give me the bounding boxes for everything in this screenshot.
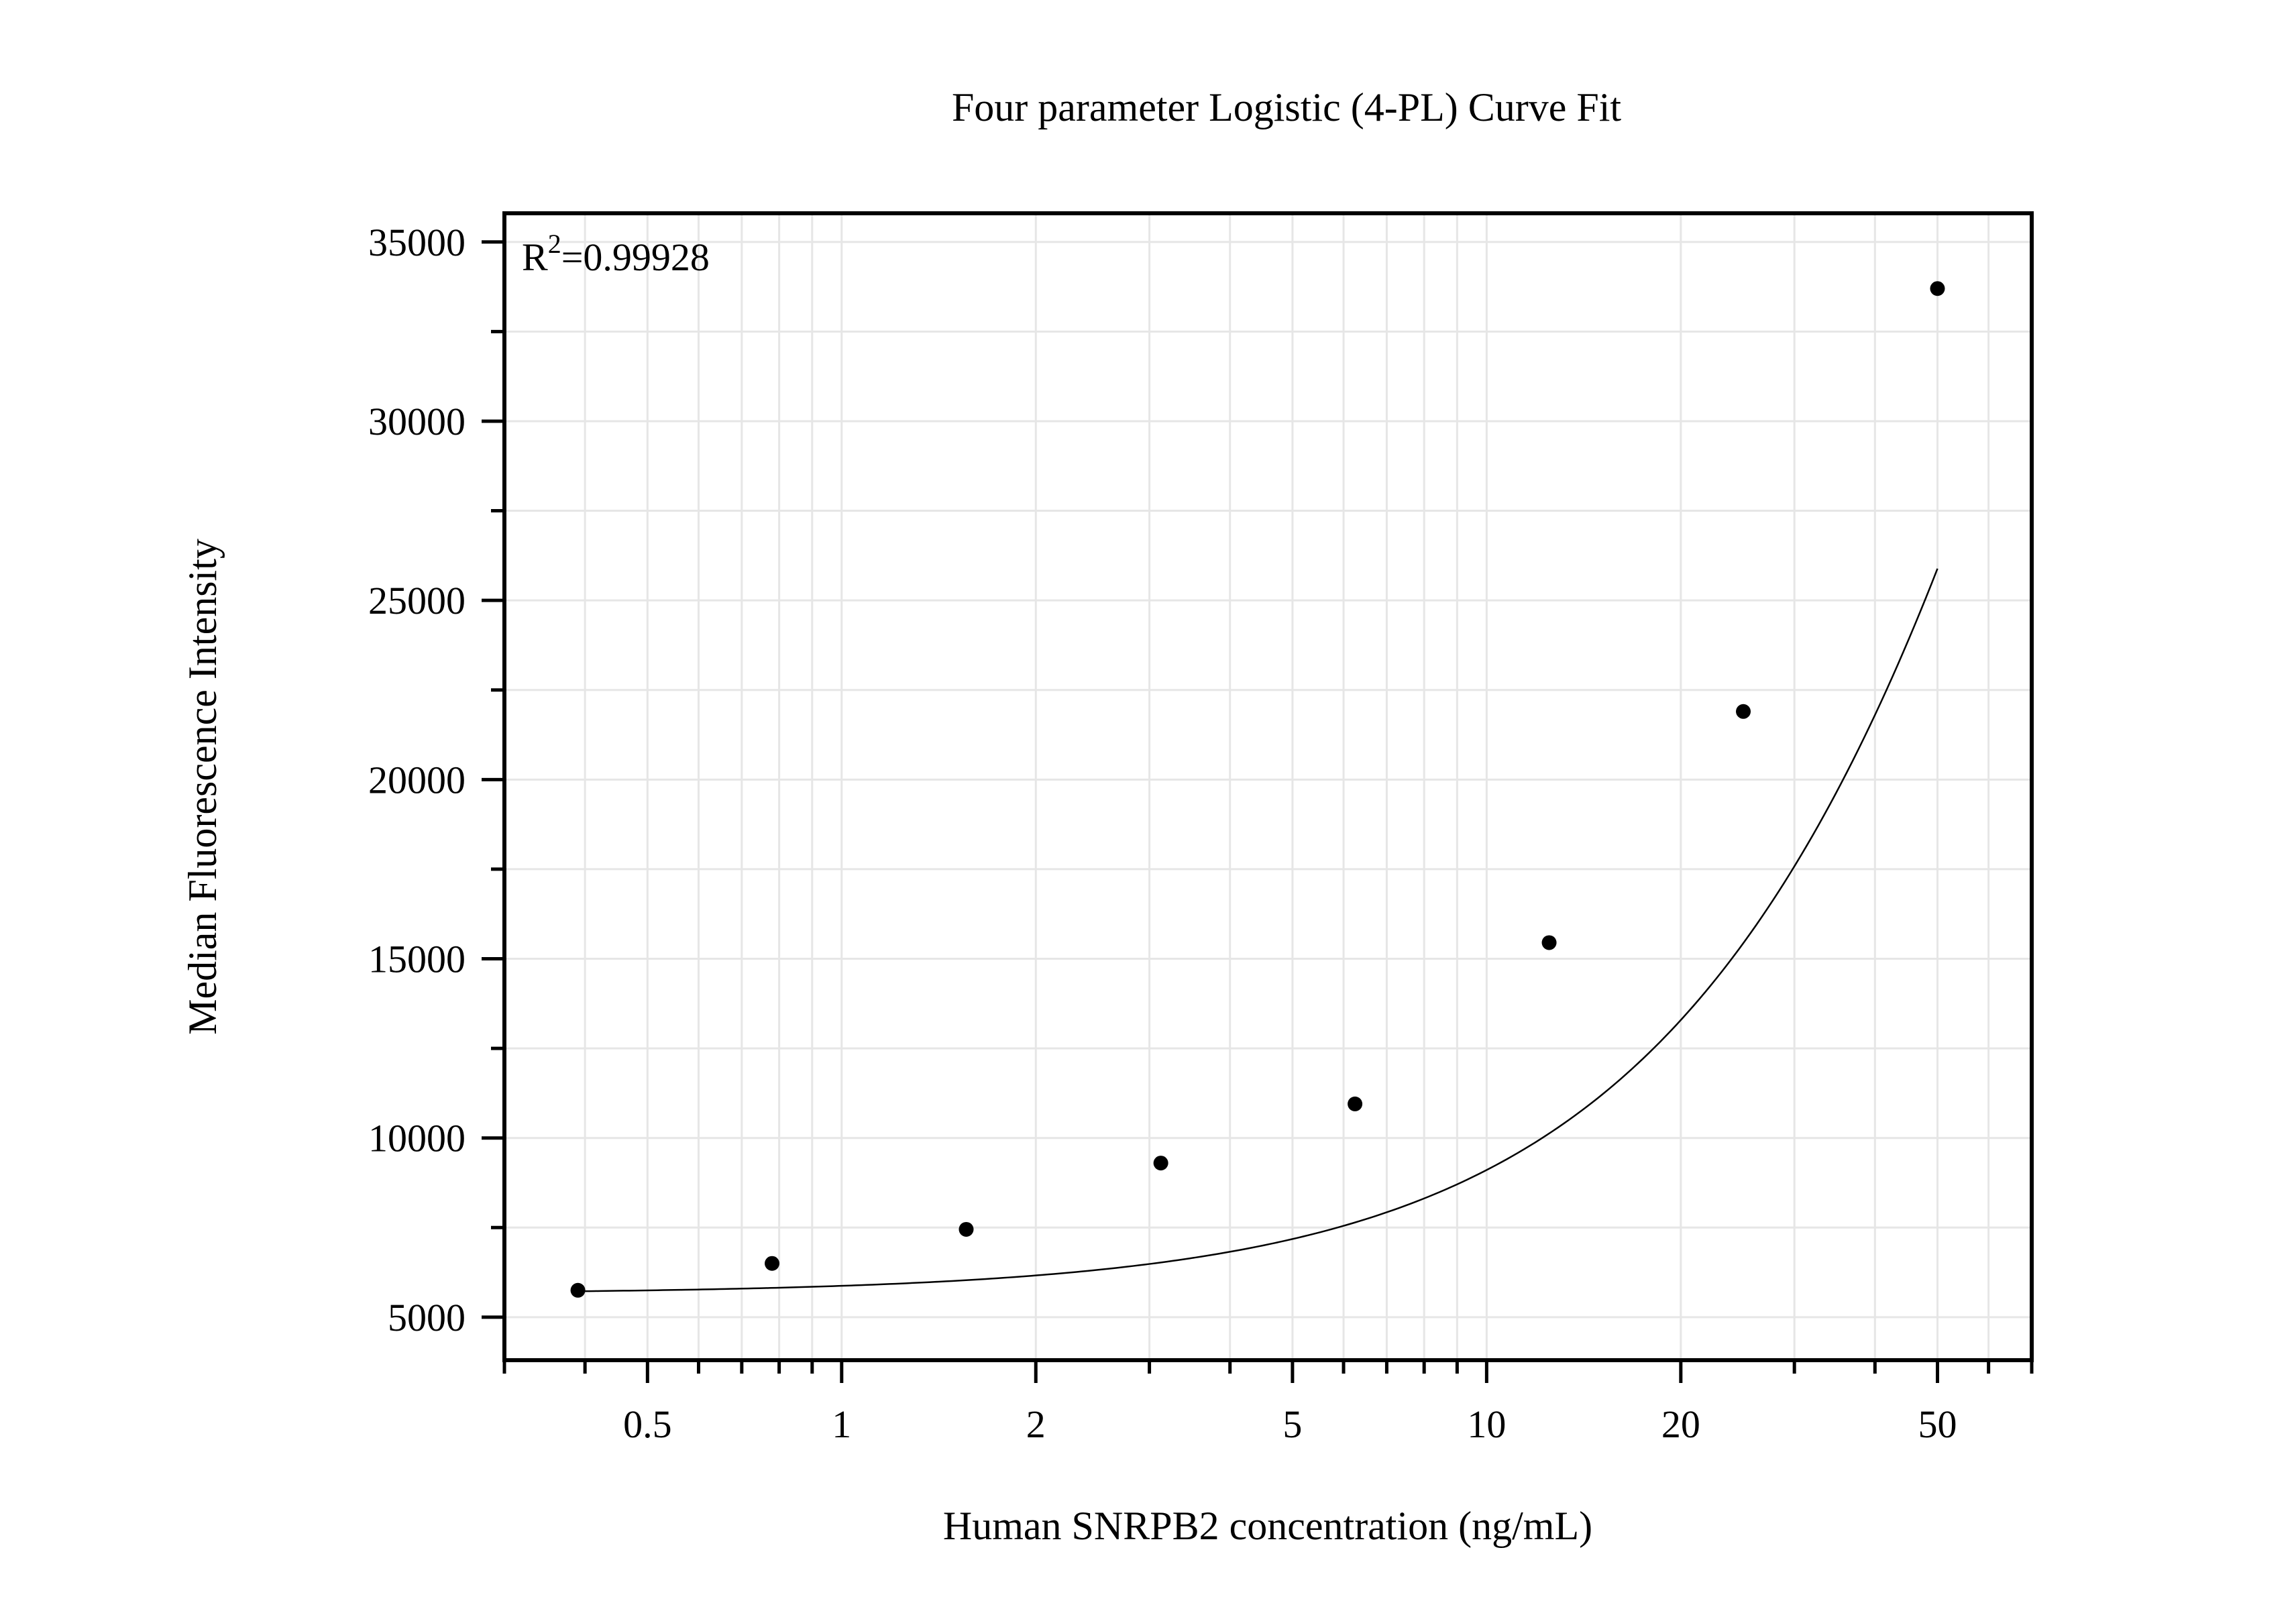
y-tick-label: 15000	[368, 938, 466, 981]
y-tick-label: 30000	[368, 400, 466, 443]
fit-curve	[578, 568, 1938, 1292]
data-point	[570, 1282, 586, 1298]
r-squared-annotation: R2=0.99928	[522, 229, 710, 279]
data-point	[959, 1221, 974, 1237]
y-tick-label: 10000	[368, 1117, 466, 1160]
r-squared-superscript: 2	[548, 229, 561, 259]
y-tick-label: 20000	[368, 758, 466, 801]
data-point	[1736, 704, 1751, 719]
y-tick-label: 25000	[368, 579, 466, 622]
data-point	[765, 1256, 780, 1271]
r-squared-value: =0.99928	[561, 235, 710, 279]
data-point	[1348, 1096, 1363, 1111]
x-axis-label: Human SNRPB2 concentration (ng/mL)	[943, 1504, 1592, 1548]
chart-title: Four parameter Logistic (4-PL) Curve Fit	[952, 85, 1621, 129]
r-squared-base: R	[522, 235, 548, 279]
data-points	[570, 281, 1945, 1298]
y-axis-label: Median Fluorescence Intensity	[180, 539, 225, 1035]
x-tick-label: 10	[1467, 1402, 1506, 1446]
data-point	[1541, 935, 1557, 950]
x-tick-label: 0.5	[623, 1402, 672, 1446]
data-point	[1930, 281, 1945, 296]
x-tick-label: 20	[1661, 1402, 1700, 1446]
y-tick-label: 35000	[368, 221, 466, 264]
x-tick-label: 5	[1282, 1402, 1302, 1446]
x-tick-label: 50	[1918, 1402, 1957, 1446]
data-point	[1153, 1156, 1168, 1171]
plot-frame	[502, 211, 2034, 1362]
fit-curve-layer	[578, 568, 1938, 1292]
axis-ticks: 0.5 1 2 5 10 20 50 5000 10000 15000 20000 25000 3000…	[368, 221, 2034, 1446]
grid	[503, 213, 2033, 1360]
x-tick-label: 1	[832, 1402, 851, 1446]
y-tick-label: 5000	[388, 1296, 466, 1339]
x-tick-label: 2	[1026, 1402, 1046, 1446]
